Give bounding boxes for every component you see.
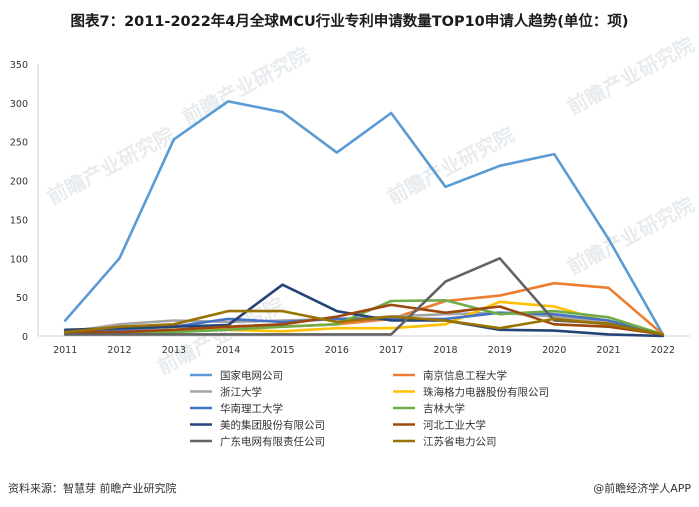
y-tick-label: 250 [10,138,28,149]
legend-label: 华南理工大学 [220,402,283,415]
legend-label: 浙江大学 [220,386,262,399]
legend-label: 吉林大学 [423,402,465,415]
x-tick-label: 2017 [379,345,403,356]
x-tick-label: 2019 [488,345,512,356]
legend-label: 国家电网公司 [220,369,283,382]
series-line [63,298,665,336]
x-tick-label: 2012 [107,345,131,356]
legend-label: 江苏省电力公司 [423,435,497,448]
y-tick-label: 300 [10,99,28,110]
x-tick-label: 2022 [651,345,675,356]
x-tick-label: 2018 [433,345,457,356]
x-tick-label: 2021 [596,345,620,356]
x-tick-label: 2013 [162,345,186,356]
line-chart: 0 50 100 150 200 250 300 350 2011 2012 2013 2014 201… [10,60,690,448]
y-tick-label: 100 [10,254,28,265]
y-tick-label: 150 [10,215,28,226]
legend-label: 南京信息工程大学 [423,369,507,382]
legend-label: 河北工业大学 [423,419,486,432]
y-tick-label: 50 [16,293,28,304]
y-tick-label: 200 [10,177,28,188]
series-line [63,100,665,336]
series-line [63,309,665,336]
x-tick-label: 2011 [53,345,77,356]
x-tick-label: 2014 [216,345,240,356]
x-tick-label: 2020 [542,345,566,356]
legend-label: 珠海格力电器股份有限公司 [423,386,549,399]
source-note: 资料来源：智慧芽 前瞻产业研究院 [8,482,177,495]
legend-label: 美的集团股份有限公司 [220,419,325,432]
legend-label: 广东电网有限责任公司 [220,435,325,448]
y-tick-label: 350 [10,60,28,71]
x-tick-label: 2016 [325,345,349,356]
series-line [63,303,665,336]
series-line [63,283,665,338]
brand-note: @前瞻经济学人APP [593,482,691,495]
chart-title: 图表7：2011-2022年4月全球MCU行业专利申请数量TOP10申请人趋势(… [70,14,629,30]
x-tick-label: 2015 [270,345,294,356]
y-tick-label: 0 [22,332,28,343]
